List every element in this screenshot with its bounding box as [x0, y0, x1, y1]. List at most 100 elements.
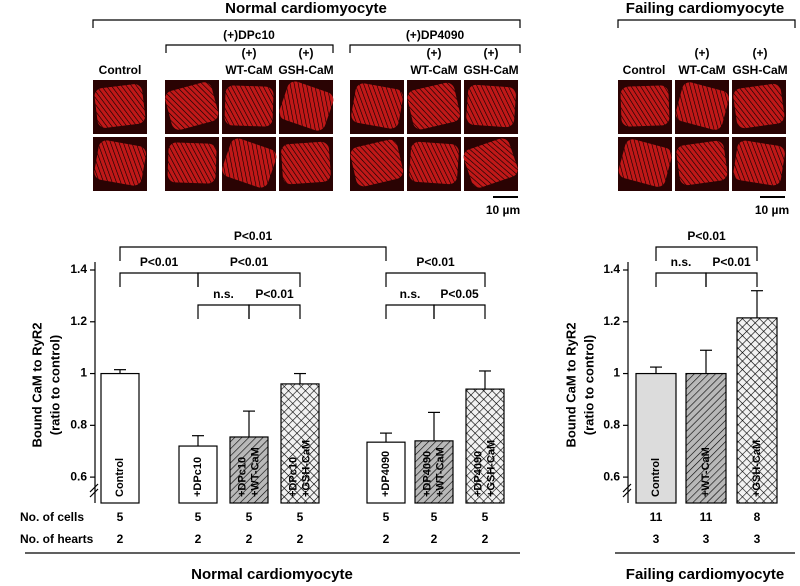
micrograph-cell: [733, 140, 785, 186]
table-value: 5: [117, 510, 124, 524]
column-label: (+): [242, 46, 257, 60]
bracket: [92, 19, 521, 28]
bar-label: Control: [114, 458, 126, 497]
significance-bracket: [197, 272, 301, 287]
axis-break: [622, 488, 632, 498]
significance-bracket: [655, 272, 707, 287]
panel-title: Normal cardiomyocyte: [225, 0, 387, 17]
significance-bracket: [197, 304, 250, 319]
micrograph-cell: [620, 85, 670, 127]
y-tick-label: 1.2: [603, 314, 620, 328]
x-axis-label: Normal cardiomyocyte: [191, 566, 353, 583]
column-label: WT-CaM: [678, 63, 725, 77]
significance-label: P<0.01: [712, 255, 751, 269]
bar-label: +GSH-CaM: [485, 440, 497, 497]
micrograph-cell: [676, 140, 728, 186]
y-axis-label: Bound CaM to RyR2: [563, 323, 578, 448]
micrograph-cell: [167, 142, 217, 184]
micrograph-cell: [281, 141, 331, 185]
y-axis-label: (ratio to control): [47, 335, 62, 435]
column-label: Control: [623, 63, 666, 77]
axis-break: [89, 488, 99, 498]
table-value: 3: [703, 532, 710, 546]
table-value: 8: [754, 510, 761, 524]
micrograph-cell: [94, 84, 146, 128]
axis-break: [89, 483, 99, 493]
micrograph-cell: [618, 139, 672, 187]
micrograph-cell: [463, 138, 518, 188]
group-label: (+)DP4090: [406, 28, 465, 42]
significance-label: P<0.01: [416, 255, 455, 269]
micrograph-cell: [733, 83, 785, 129]
significance-label: P<0.01: [255, 287, 294, 301]
significance-label: n.s.: [213, 287, 234, 301]
y-tick-label: 1: [80, 366, 87, 380]
table-value: 5: [431, 510, 438, 524]
table-value: 2: [297, 532, 304, 546]
significance-label: P<0.01: [140, 255, 179, 269]
y-tick-label: 0.8: [70, 418, 87, 432]
significance-bracket: [385, 272, 486, 287]
bar-label: +WT-CaM: [700, 447, 712, 497]
micrograph-cell: [351, 83, 404, 129]
bar-label: +GSH-CaM: [751, 440, 763, 497]
table-value: 2: [383, 532, 390, 546]
significance-label: P<0.01: [687, 229, 726, 243]
table-value: 11: [650, 510, 663, 524]
significance-bracket: [655, 246, 758, 261]
column-label: WT-CaM: [410, 63, 457, 77]
y-tick-label: 1.2: [70, 314, 87, 328]
x-axis-label: Failing cardiomyocyte: [626, 566, 784, 583]
y-tick-label: 0.6: [70, 469, 87, 483]
bracket: [165, 44, 334, 53]
significance-label: P<0.01: [234, 229, 273, 243]
bar-label: +WT-CaM: [249, 447, 261, 497]
significance-bracket: [119, 272, 199, 287]
bar-label: +GSH-CaM: [300, 440, 312, 497]
column-label: WT-CaM: [225, 63, 272, 77]
bar-label: +DPc10: [287, 457, 299, 497]
bar-label: +DPc10: [192, 457, 204, 497]
bar: [685, 372, 727, 504]
bar-label: Control: [650, 458, 662, 497]
group-label: (+)DPc10: [223, 28, 275, 42]
bar-label: +DP4090: [421, 451, 433, 497]
micrograph-cell: [409, 141, 459, 185]
bar-label: +DPc10: [236, 457, 248, 497]
column-label: (+): [484, 46, 499, 60]
column-label: (+): [427, 46, 442, 60]
table-value: 2: [246, 532, 253, 546]
table-value: 5: [297, 510, 304, 524]
column-label: (+): [753, 46, 768, 60]
y-axis-label: (ratio to control): [581, 335, 596, 435]
bar-label: +DP4090: [472, 451, 484, 497]
column-label: (+): [299, 46, 314, 60]
significance-bracket: [119, 246, 387, 261]
column-label: GSH-CaM: [732, 63, 787, 77]
table-value: 2: [431, 532, 438, 546]
table-row-label: No. of hearts: [20, 532, 94, 546]
bracket: [349, 44, 521, 53]
table-value: 2: [117, 532, 124, 546]
significance-label: n.s.: [671, 255, 692, 269]
y-tick-label: 1.4: [603, 262, 620, 276]
y-axis-label: Bound CaM to RyR2: [29, 323, 44, 448]
micrograph-cell: [675, 82, 729, 130]
table-value: 2: [482, 532, 489, 546]
y-tick-label: 0.8: [603, 418, 620, 432]
table-value: 5: [195, 510, 202, 524]
y-tick-label: 0.6: [603, 469, 620, 483]
micrograph-cell: [466, 84, 516, 128]
significance-bracket: [248, 304, 301, 319]
table-value: 5: [482, 510, 489, 524]
micrograph-cell: [165, 82, 219, 130]
bar-label: +DP4090: [380, 451, 392, 497]
significance-label: n.s.: [400, 287, 421, 301]
table-value: 2: [195, 532, 202, 546]
bar: [465, 388, 505, 504]
table-value: 3: [754, 532, 761, 546]
micrograph-cell: [224, 85, 274, 127]
significance-label: P<0.05: [440, 287, 479, 301]
significance-bracket: [705, 272, 758, 287]
